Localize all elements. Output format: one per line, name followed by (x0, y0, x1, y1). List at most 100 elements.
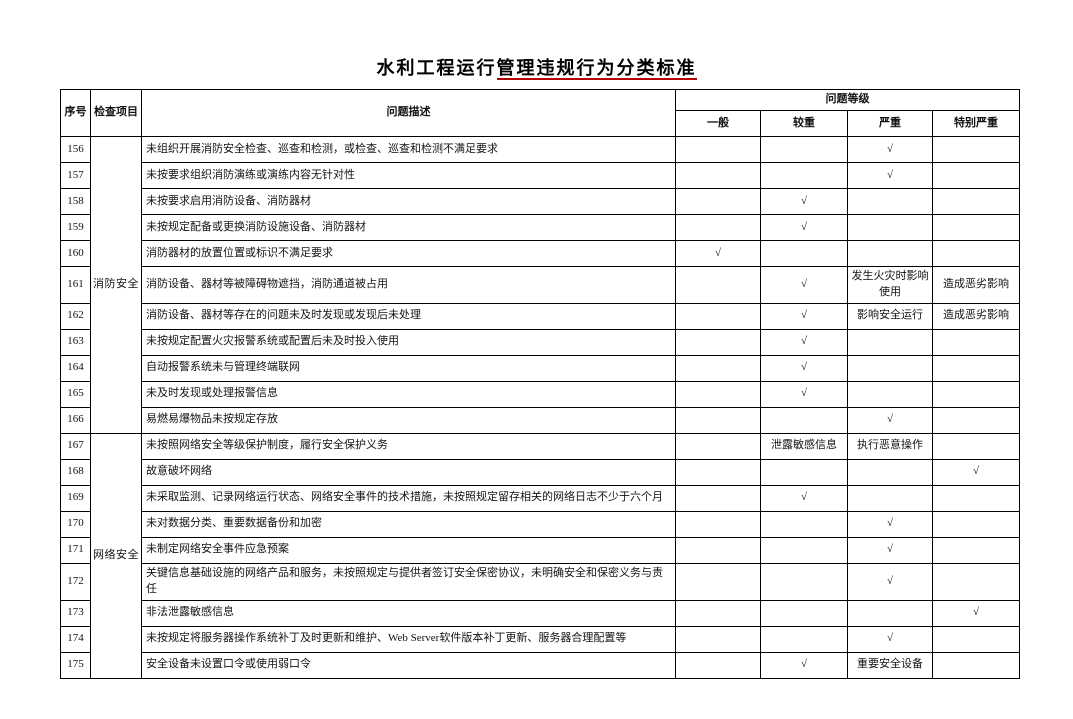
level-cell-general (675, 651, 761, 679)
problem-description: 未按规定将服务器操作系统补丁及时更新和维护、Web Server软件版本补丁更新… (141, 625, 676, 653)
level-cell-severe (847, 214, 933, 241)
level-cell-critical (932, 406, 1020, 434)
level-cell-general (675, 599, 761, 627)
row-seq: 166 (60, 406, 91, 434)
header-row-levels: 一般 较重 严重 特别严重 (61, 110, 1020, 137)
level-cell-critical (932, 625, 1020, 653)
col-header-level-group: 问题等级 (675, 89, 1020, 111)
level-cell-severe: √ (847, 406, 933, 434)
col-header-description: 问题描述 (141, 89, 676, 137)
level-cell-critical (932, 162, 1020, 189)
col-header-seq: 序号 (60, 89, 91, 137)
problem-description: 未及时发现或处理报警信息 (141, 380, 676, 408)
level-cell-severe (847, 188, 933, 215)
level-cell-critical (932, 432, 1020, 460)
table-row: 157 未按要求组织消防演练或演练内容无针对性 √ (60, 162, 1020, 189)
row-seq: 162 (60, 302, 91, 330)
table-row: 156 消防安全 未组织开展消防安全检查、巡查和检测，或检查、巡查和检测不满足要求 √ (60, 136, 1020, 434)
problem-description: 未组织开展消防安全检查、巡查和检测，或检查、巡查和检测不满足要求 (141, 136, 676, 163)
problem-description: 未按要求组织消防演练或演练内容无针对性 (141, 162, 676, 189)
level-cell-moderate (760, 162, 848, 189)
table-row: 172 关键信息基础设施的网络产品和服务，未按照规定与提供者签订安全保密协议，未明… (60, 562, 1020, 601)
level-cell-severe (847, 458, 933, 486)
level-cell-critical (932, 536, 1020, 564)
level-cell-general (675, 380, 761, 408)
table-row: 168 故意破坏网络 √ (60, 458, 1020, 486)
level-cell-severe: √ (847, 162, 933, 189)
level-cell-severe: 影响安全运行 (847, 302, 933, 330)
level-cell-moderate: √ (760, 188, 848, 215)
level-cell-general (675, 536, 761, 564)
table-row: 167 网络安全 未按照网络安全等级保护制度，履行安全保护义务 泄露敏感信息 执行恶意操… (60, 432, 1020, 679)
problem-description: 未制定网络安全事件应急预案 (141, 536, 676, 564)
problem-description: 未按规定配置火灾报警系统或配置后未及时投入使用 (141, 328, 676, 356)
level-cell-severe (847, 354, 933, 382)
level-cell-critical (932, 562, 1020, 601)
row-seq: 165 (60, 380, 91, 408)
col-header-level-critical: 特别严重 (932, 110, 1020, 137)
level-cell-general (675, 354, 761, 382)
table-row: 174 未按规定将服务器操作系统补丁及时更新和维护、Web Server软件版本补… (60, 625, 1020, 653)
row-seq: 167 (60, 432, 91, 460)
category-cell: 消防安全 (90, 136, 142, 434)
level-cell-critical (932, 214, 1020, 241)
level-cell-critical (932, 136, 1020, 163)
level-cell-general (675, 188, 761, 215)
level-cell-critical: 造成恶劣影响 (932, 266, 1020, 304)
table-row: 169 未采取监测、记录网络运行状态、网络安全事件的技术措施，未按照规定留存相关的… (60, 484, 1020, 512)
level-cell-moderate: √ (760, 266, 848, 304)
row-seq: 159 (60, 214, 91, 241)
level-cell-moderate: √ (760, 651, 848, 679)
level-cell-general (675, 328, 761, 356)
col-header-level-severe: 严重 (847, 110, 933, 137)
level-cell-severe (847, 599, 933, 627)
problem-description: 未按照网络安全等级保护制度，履行安全保护义务 (141, 432, 676, 460)
problem-description: 非法泄露敏感信息 (141, 599, 676, 627)
level-cell-critical (932, 240, 1020, 267)
row-seq: 175 (60, 651, 91, 679)
level-cell-critical (932, 328, 1020, 356)
table-row: 164 自动报警系统未与管理终端联网 √ (60, 354, 1020, 382)
table-row: 158 未按要求启用消防设备、消防器材 √ (60, 188, 1020, 215)
level-cell-severe: 执行恶意操作 (847, 432, 933, 460)
category-cell: 网络安全 (90, 432, 142, 679)
table-row: 162 消防设备、器材等存在的问题未及时发现或发现后未处理 √ 影响安全运行 造成恶劣影… (60, 302, 1020, 330)
level-cell-moderate (760, 136, 848, 163)
level-cell-critical (932, 354, 1020, 382)
level-cell-critical: 造成恶劣影响 (932, 302, 1020, 330)
problem-description: 安全设备未设置口令或使用弱口令 (141, 651, 676, 679)
level-cell-moderate (760, 510, 848, 538)
table-row: 165 未及时发现或处理报警信息 √ (60, 380, 1020, 408)
problem-description: 故意破坏网络 (141, 458, 676, 486)
row-seq: 170 (60, 510, 91, 538)
row-seq: 173 (60, 599, 91, 627)
level-cell-severe: √ (847, 510, 933, 538)
table-row: 171 未制定网络安全事件应急预案 √ (60, 536, 1020, 564)
level-cell-moderate: √ (760, 484, 848, 512)
table-row: 160 消防器材的放置位置或标识不满足要求 √ (60, 240, 1020, 267)
problem-description: 消防设备、器材等存在的问题未及时发现或发现后未处理 (141, 302, 676, 330)
level-cell-moderate: √ (760, 302, 848, 330)
row-seq: 169 (60, 484, 91, 512)
col-header-level-general: 一般 (675, 110, 761, 137)
problem-description: 未采取监测、记录网络运行状态、网络安全事件的技术措施，未按照规定留存相关的网络日… (141, 484, 676, 512)
problem-description: 未按要求启用消防设备、消防器材 (141, 188, 676, 215)
level-cell-moderate: √ (760, 214, 848, 241)
row-seq: 163 (60, 328, 91, 356)
document-title: 水利工程运行管理违规行为分类标准 (0, 57, 1073, 80)
table-row: 163 未按规定配置火灾报警系统或配置后未及时投入使用 √ (60, 328, 1020, 356)
level-cell-critical (932, 380, 1020, 408)
table-row: 159 未按规定配备或更换消防设施设备、消防器材 √ (60, 214, 1020, 241)
row-seq: 172 (60, 562, 91, 601)
document-title-plain: 水利工程运行 (376, 58, 497, 78)
level-cell-severe: 发生火灾时影响使用 (847, 266, 933, 304)
level-cell-moderate: 泄露敏感信息 (760, 432, 848, 460)
level-cell-general (675, 432, 761, 460)
level-cell-general (675, 510, 761, 538)
problem-description: 易燃易爆物品未按规定存放 (141, 406, 676, 434)
level-cell-moderate: √ (760, 380, 848, 408)
level-cell-severe (847, 328, 933, 356)
table-row: 173 非法泄露敏感信息 √ (60, 599, 1020, 627)
level-cell-severe (847, 240, 933, 267)
